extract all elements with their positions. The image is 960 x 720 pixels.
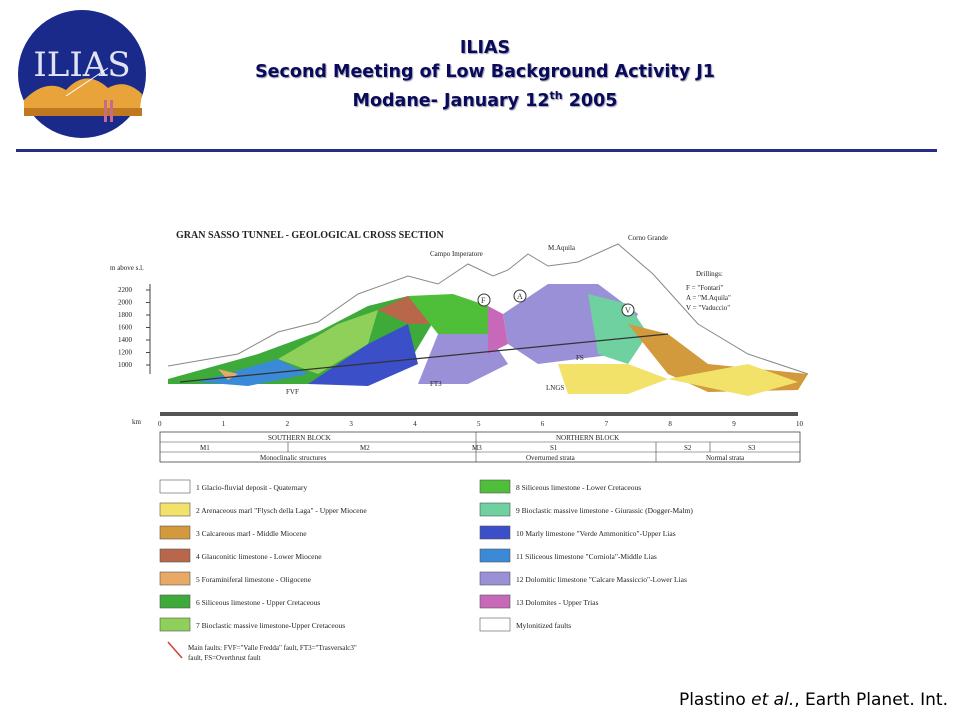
mountain-profile [167,243,809,375]
km-tick-label: 9 [732,420,736,428]
header-divider [16,149,937,152]
legend-swatch [479,525,511,540]
drilling-a: A = "M.Aquila" [686,294,731,302]
drilling-v: V = "Vaduccio" [686,304,730,312]
ilias-logo: ILIAS [18,10,146,138]
y-tick-label: 1600 [118,324,133,332]
y-tick-label: 2000 [118,299,133,307]
legend-swatch [159,525,191,540]
peak-m-aquila: M.Aquila [548,244,576,252]
legend-item-label: 12 Dolomitic limestone "Calcare Massicci… [516,575,687,584]
legend-swatch [159,548,191,563]
overturned-label: Overturned strata [526,454,576,462]
drilling-f: F = "Fontari" [686,284,723,292]
km-tick-label: 0 [158,420,162,428]
legend-swatch [479,479,511,494]
km-tick-label: 1 [222,420,226,428]
drilling-markers: F A V [477,289,635,317]
y-ticks: 2200 2000 1800 1600 1400 1200 1000 [118,286,150,369]
legend-item-label: 9 Bioclastic massive limestone - Giurass… [516,506,693,515]
legend-swatch [159,594,191,609]
strata [168,284,808,396]
km-tick-label: 2 [286,420,290,428]
citation: Plastino et al., Earth Planet. Int. [678,690,948,710]
block-s3: S3 [748,444,756,452]
legend-right: 8 Siliceous limestone - Lower Cretaceous… [479,479,693,632]
legend-swatch [479,617,511,632]
svg-text:F: F [481,296,486,305]
southern-block: SOUTHERN BLOCK [268,434,331,442]
lngs-label: LNGS [546,384,564,392]
monoclinal-label: Monoclinalic structures [260,454,327,462]
slide-title: ILIAS Second Meeting of Low Background A… [170,36,800,113]
legend-item-label: 2 Arenaceous marl "Flysch della Laga" - … [196,506,367,515]
legend-swatch [479,571,511,586]
y-axis-label: m above s.l. [110,264,144,272]
peak-corno-grande: Corno Grande [628,234,668,242]
legend-swatch [479,548,511,563]
km-tick-label: 5 [477,420,481,428]
drillings-title: Drillings: [696,270,723,278]
legend-item-label: 11 Siliceous limestone "Corniola"-Middle… [516,552,657,561]
block-s1: S1 [550,444,558,452]
legend-item-label: 4 Glauconitic limestone - Lower Miocene [196,552,322,561]
block-table: SOUTHERN BLOCK NORTHERN BLOCK M1 M2 M3 S… [159,431,801,463]
fault-fvf: FVF [286,388,299,396]
faults-note-2: fault, FS=Overthrust fault [188,654,261,662]
title-line-1: ILIAS [459,38,511,58]
faults-note-1: Main faults: FVF="Valle Fredda" fault, F… [188,644,357,652]
fault-line-swatch [167,641,183,659]
fault-ft3: FT3 [430,380,442,388]
figure-title: GRAN SASSO TUNNEL - GEOLOGICAL CROSS SEC… [176,230,444,241]
svg-text:V: V [625,306,631,315]
legend-item-label: 6 Siliceous limestone - Upper Cretaceous [196,598,320,607]
legend-item-label: 1 Glacio-fluvial deposit - Quaternary [196,483,307,492]
legend-swatch [479,502,511,517]
legend-swatch [159,571,191,586]
legend-item-label: 5 Foraminiferal limestone - Oligocene [196,575,312,584]
title-line-3: Modane- January 12th 2005 [352,89,618,111]
legend-swatch [159,617,191,632]
legend-item-label: 8 Siliceous limestone - Lower Cretaceous [516,483,641,492]
km-tick-label: 8 [668,420,672,428]
km-label: km [132,418,142,426]
logo-text: ILIAS [33,45,130,85]
km-tick-label: 6 [541,420,545,428]
km-tick-label: 3 [349,420,353,428]
legend-item-label: 7 Bioclastic massive limestone-Upper Cre… [196,621,345,630]
km-scale-bar [160,412,798,416]
legend-swatch [159,479,191,494]
block-m2: M2 [360,444,370,452]
y-tick-label: 1800 [118,311,133,319]
title-line-2: Second Meeting of Low Background Activit… [255,62,715,82]
geological-cross-section: GRAN SASSO TUNNEL - GEOLOGICAL CROSS SEC… [110,230,809,662]
tunnel-line [179,333,669,383]
northern-block: NORTHERN BLOCK [556,434,619,442]
km-tick-label: 4 [413,420,417,428]
y-tick-label: 1400 [118,336,133,344]
legend-left: 1 Glacio-fluvial deposit - Quaternary 2 A… [159,479,367,632]
km-ticks: 0 1 2 3 4 5 6 7 8 9 10 [158,420,804,428]
legend-item-label: Mylonitized faults [516,621,571,630]
legend-swatch [159,502,191,517]
legend-item-label: 3 Calcareous marl - Middle Miocene [196,529,307,538]
peak-campo-imperatore: Campo Imperatore [430,250,483,258]
km-tick-label: 10 [796,420,804,428]
km-tick-label: 7 [605,420,609,428]
y-tick-label: 1200 [118,349,133,357]
y-tick-label: 1000 [118,361,133,369]
fault-fs: FS [576,354,584,362]
legend-item-label: 13 Dolomites - Upper Trias [516,598,599,607]
normal-label: Normal strata [706,454,745,462]
block-m3: M3 [472,444,482,452]
svg-text:A: A [517,292,523,301]
legend-swatch [479,594,511,609]
y-tick-label: 2200 [118,286,133,294]
legend-item-label: 10 Marly limestone "Verde Ammonitico"-Up… [516,529,676,538]
block-s2: S2 [684,444,692,452]
block-m1: M1 [200,444,210,452]
